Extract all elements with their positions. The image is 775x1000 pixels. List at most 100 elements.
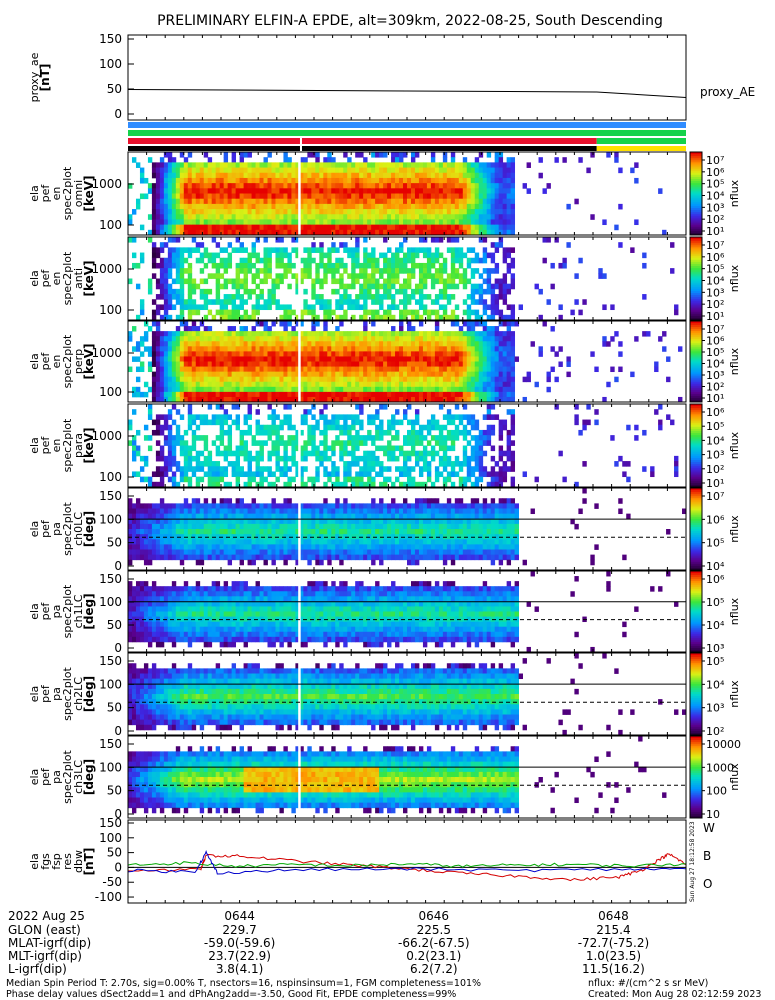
heatmap-cell [498, 219, 504, 226]
heatmap-cell [179, 450, 185, 457]
colorbar-tick-label: 10² [706, 298, 724, 311]
heatmap-cell [319, 450, 324, 457]
heatmap-cell [263, 331, 268, 337]
heatmap-cell [379, 188, 384, 194]
heatmap-cell [610, 366, 615, 373]
heatmap-cell [167, 167, 173, 174]
heatmap-cell [223, 299, 229, 305]
heatmap-cell [159, 283, 165, 290]
heatmap-cell [167, 396, 173, 403]
heatmap-cell [418, 481, 424, 488]
heatmap-cell [375, 341, 380, 347]
heatmap-cell [179, 321, 185, 327]
heatmap-cell [315, 450, 320, 457]
heatmap-cell [359, 381, 364, 388]
heatmap-cell [207, 471, 213, 478]
heatmap-cell [410, 152, 416, 158]
heatmap-cell [414, 167, 420, 174]
heatmap-cell [251, 396, 256, 403]
heatmap-cell [199, 351, 205, 357]
heatmap-cell [207, 341, 213, 347]
heatmap-cell [446, 224, 452, 231]
heatmap-cell [235, 466, 240, 472]
heatmap-cell [171, 435, 177, 441]
heatmap-cell [375, 391, 380, 398]
heatmap-cell [450, 386, 456, 393]
heatmap-cell [243, 152, 248, 158]
heatmap-cell [387, 162, 392, 168]
heatmap-cell [351, 314, 356, 321]
heatmap-cell [502, 376, 508, 383]
heatmap-cell [474, 440, 480, 446]
heatmap-cell [422, 304, 428, 311]
heatmap-cell [474, 157, 480, 163]
heatmap-cell [494, 198, 500, 205]
heatmap-cell [147, 288, 153, 295]
heatmap-cell [351, 481, 356, 488]
heatmap-cell [191, 386, 197, 393]
heatmap-cell [275, 198, 280, 205]
heatmap-cell [219, 414, 225, 420]
heatmap-cell [231, 466, 237, 472]
heatmap-cell [383, 193, 388, 200]
heatmap-cell [299, 386, 304, 393]
heatmap-cell [606, 341, 611, 347]
heatmap-cell [379, 162, 384, 168]
heatmap-cell [359, 466, 364, 472]
heatmap-cell [231, 314, 237, 321]
heatmap-cell [227, 429, 233, 436]
heatmap-cell [255, 252, 260, 259]
heatmap-cell [430, 283, 436, 290]
heatmap-cell [482, 321, 488, 327]
heatmap-cell [371, 193, 376, 200]
heatmap-cell [171, 304, 177, 311]
heatmap-cell [251, 219, 256, 226]
heatmap-cell [618, 242, 623, 248]
heatmap-cell [363, 309, 368, 316]
heatmap-cell [359, 396, 364, 403]
heatmap-cell [478, 455, 484, 462]
heatmap-cell [131, 326, 137, 332]
heatmap-cell [470, 346, 476, 352]
heatmap-cell [379, 193, 384, 200]
heatmap-cell [219, 396, 225, 403]
heatmap-cell [183, 461, 189, 467]
heatmap-cell [283, 177, 288, 184]
heatmap-cell [231, 183, 237, 189]
heatmap-cell [163, 273, 169, 279]
heatmap-cell [506, 371, 512, 378]
heatmap-cell [311, 450, 316, 457]
heatmap-cell [458, 177, 464, 184]
heatmap-cell [466, 172, 472, 179]
heatmap-cell [442, 268, 448, 274]
heatmap-cell [602, 219, 607, 226]
heatmap-cell [351, 278, 356, 285]
heatmap-cell [271, 341, 276, 347]
heatmap-cell [171, 391, 177, 398]
heatmap-cell [450, 361, 456, 367]
heatmap-cell [267, 203, 272, 210]
heatmap-cell [426, 172, 432, 179]
heatmap-cell [167, 304, 173, 311]
colorbar-swatch [690, 218, 702, 221]
heatmap-cell [482, 326, 488, 332]
heatmap-cell [510, 336, 516, 342]
heatmap-cell [211, 336, 217, 342]
heatmap-cell [359, 409, 364, 415]
heatmap-cell [279, 237, 284, 243]
heatmap-cell [482, 391, 488, 398]
heatmap-cell [351, 414, 356, 420]
heatmap-cell [498, 376, 504, 383]
heatmap-cell [582, 299, 587, 305]
heatmap-cell [339, 257, 344, 264]
heatmap-cell [410, 214, 416, 220]
heatmap-cell [351, 162, 356, 168]
heatmap-cell [474, 435, 480, 441]
heatmap-cell [506, 326, 512, 332]
heatmap-cell [347, 183, 352, 189]
heatmap-cell [414, 188, 420, 194]
heatmap-cell [466, 351, 472, 357]
heatmap-cell [379, 229, 384, 236]
heatmap-cell [418, 391, 424, 398]
heatmap-cell [163, 455, 169, 462]
